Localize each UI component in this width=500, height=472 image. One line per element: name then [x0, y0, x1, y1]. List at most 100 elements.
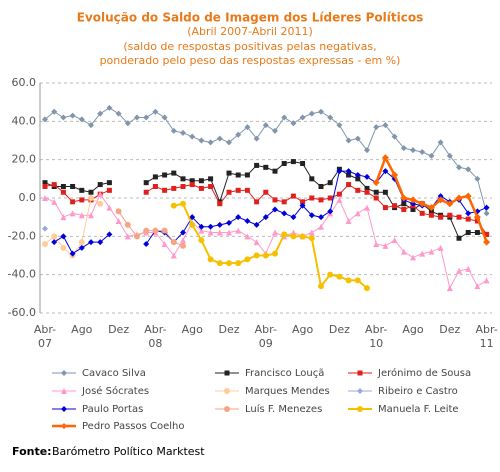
marker	[143, 180, 149, 186]
marker	[152, 174, 158, 180]
marker	[364, 285, 370, 292]
marker	[336, 122, 343, 129]
marker	[401, 201, 407, 207]
marker	[308, 235, 315, 242]
marker	[189, 221, 196, 228]
marker	[391, 171, 399, 179]
x-tick-label: Ago	[402, 323, 424, 336]
x-tick-part: Abr-	[255, 323, 277, 336]
marker	[134, 114, 140, 121]
marker	[382, 168, 389, 175]
marker	[170, 239, 177, 246]
x-tick-label: Abr-09	[255, 323, 277, 350]
marker	[381, 154, 389, 162]
x-tick-part: Abr-	[34, 323, 56, 336]
marker	[152, 184, 158, 189]
marker	[88, 122, 94, 129]
marker	[216, 221, 223, 228]
marker	[170, 127, 177, 134]
marker	[437, 244, 444, 251]
marker	[60, 189, 66, 195]
marker	[180, 129, 186, 136]
marker	[106, 180, 112, 186]
marker	[345, 277, 352, 284]
marker	[281, 210, 288, 217]
marker	[364, 173, 370, 180]
marker	[97, 182, 103, 188]
marker	[226, 219, 232, 226]
marker	[290, 193, 296, 199]
marker	[473, 213, 481, 221]
x-tick-label: Dez	[329, 323, 350, 336]
x-tick-part: Abr-	[475, 323, 497, 336]
marker	[207, 229, 214, 236]
marker	[198, 185, 204, 191]
marker	[318, 214, 324, 221]
marker	[60, 233, 67, 240]
marker	[357, 388, 363, 394]
marker	[88, 239, 94, 246]
marker	[42, 225, 48, 232]
marker	[474, 175, 481, 182]
marker	[235, 131, 242, 138]
marker	[208, 176, 214, 182]
marker	[308, 212, 315, 219]
marker	[61, 406, 67, 412]
marker	[318, 197, 324, 203]
x-tick-label: Ago	[292, 323, 314, 336]
x-tick-label: Dez	[439, 323, 460, 336]
marker	[357, 370, 363, 376]
marker	[474, 218, 480, 224]
marker	[198, 223, 205, 230]
chart-title: Evolução do Saldo de Imagem dos Líderes …	[77, 11, 423, 25]
legend-label: José Sócrates	[81, 385, 149, 397]
marker	[162, 187, 168, 193]
marker	[474, 230, 480, 235]
marker	[465, 216, 471, 222]
source-label: Fonte:	[12, 445, 52, 458]
marker	[224, 406, 230, 412]
marker	[428, 248, 435, 255]
marker	[244, 187, 250, 193]
marker	[456, 214, 462, 220]
marker	[336, 273, 343, 280]
marker	[235, 227, 242, 234]
marker	[382, 242, 389, 249]
marker	[272, 197, 278, 203]
marker	[124, 120, 131, 127]
marker	[272, 229, 278, 236]
marker	[244, 124, 251, 131]
legend-label: Marques Mendes	[245, 386, 330, 397]
marker	[336, 196, 343, 203]
marker	[152, 108, 159, 115]
x-tick-part: 09	[259, 337, 273, 350]
marker	[170, 252, 177, 259]
marker	[355, 187, 361, 193]
marker	[208, 184, 214, 189]
marker	[262, 122, 269, 129]
marker	[143, 241, 150, 247]
marker	[224, 370, 230, 376]
marker	[244, 233, 251, 240]
marker	[207, 223, 214, 230]
marker	[61, 388, 67, 394]
marker	[42, 241, 48, 247]
marker	[465, 166, 472, 173]
marker	[309, 195, 315, 201]
marker	[354, 210, 361, 217]
marker	[79, 197, 85, 203]
y-tick-label: 20.0	[12, 153, 37, 166]
marker	[428, 208, 434, 214]
marker	[189, 214, 196, 221]
marker	[70, 199, 76, 205]
marker	[263, 189, 269, 195]
marker	[217, 201, 223, 207]
source-text: Barómetro Político Marktest	[52, 445, 205, 458]
marker	[419, 250, 426, 257]
marker	[410, 147, 416, 154]
marker	[124, 221, 131, 228]
y-tick-label: -20.0	[8, 229, 36, 242]
marker	[216, 260, 223, 267]
marker	[152, 227, 159, 234]
x-tick-label: Dez	[218, 323, 239, 336]
